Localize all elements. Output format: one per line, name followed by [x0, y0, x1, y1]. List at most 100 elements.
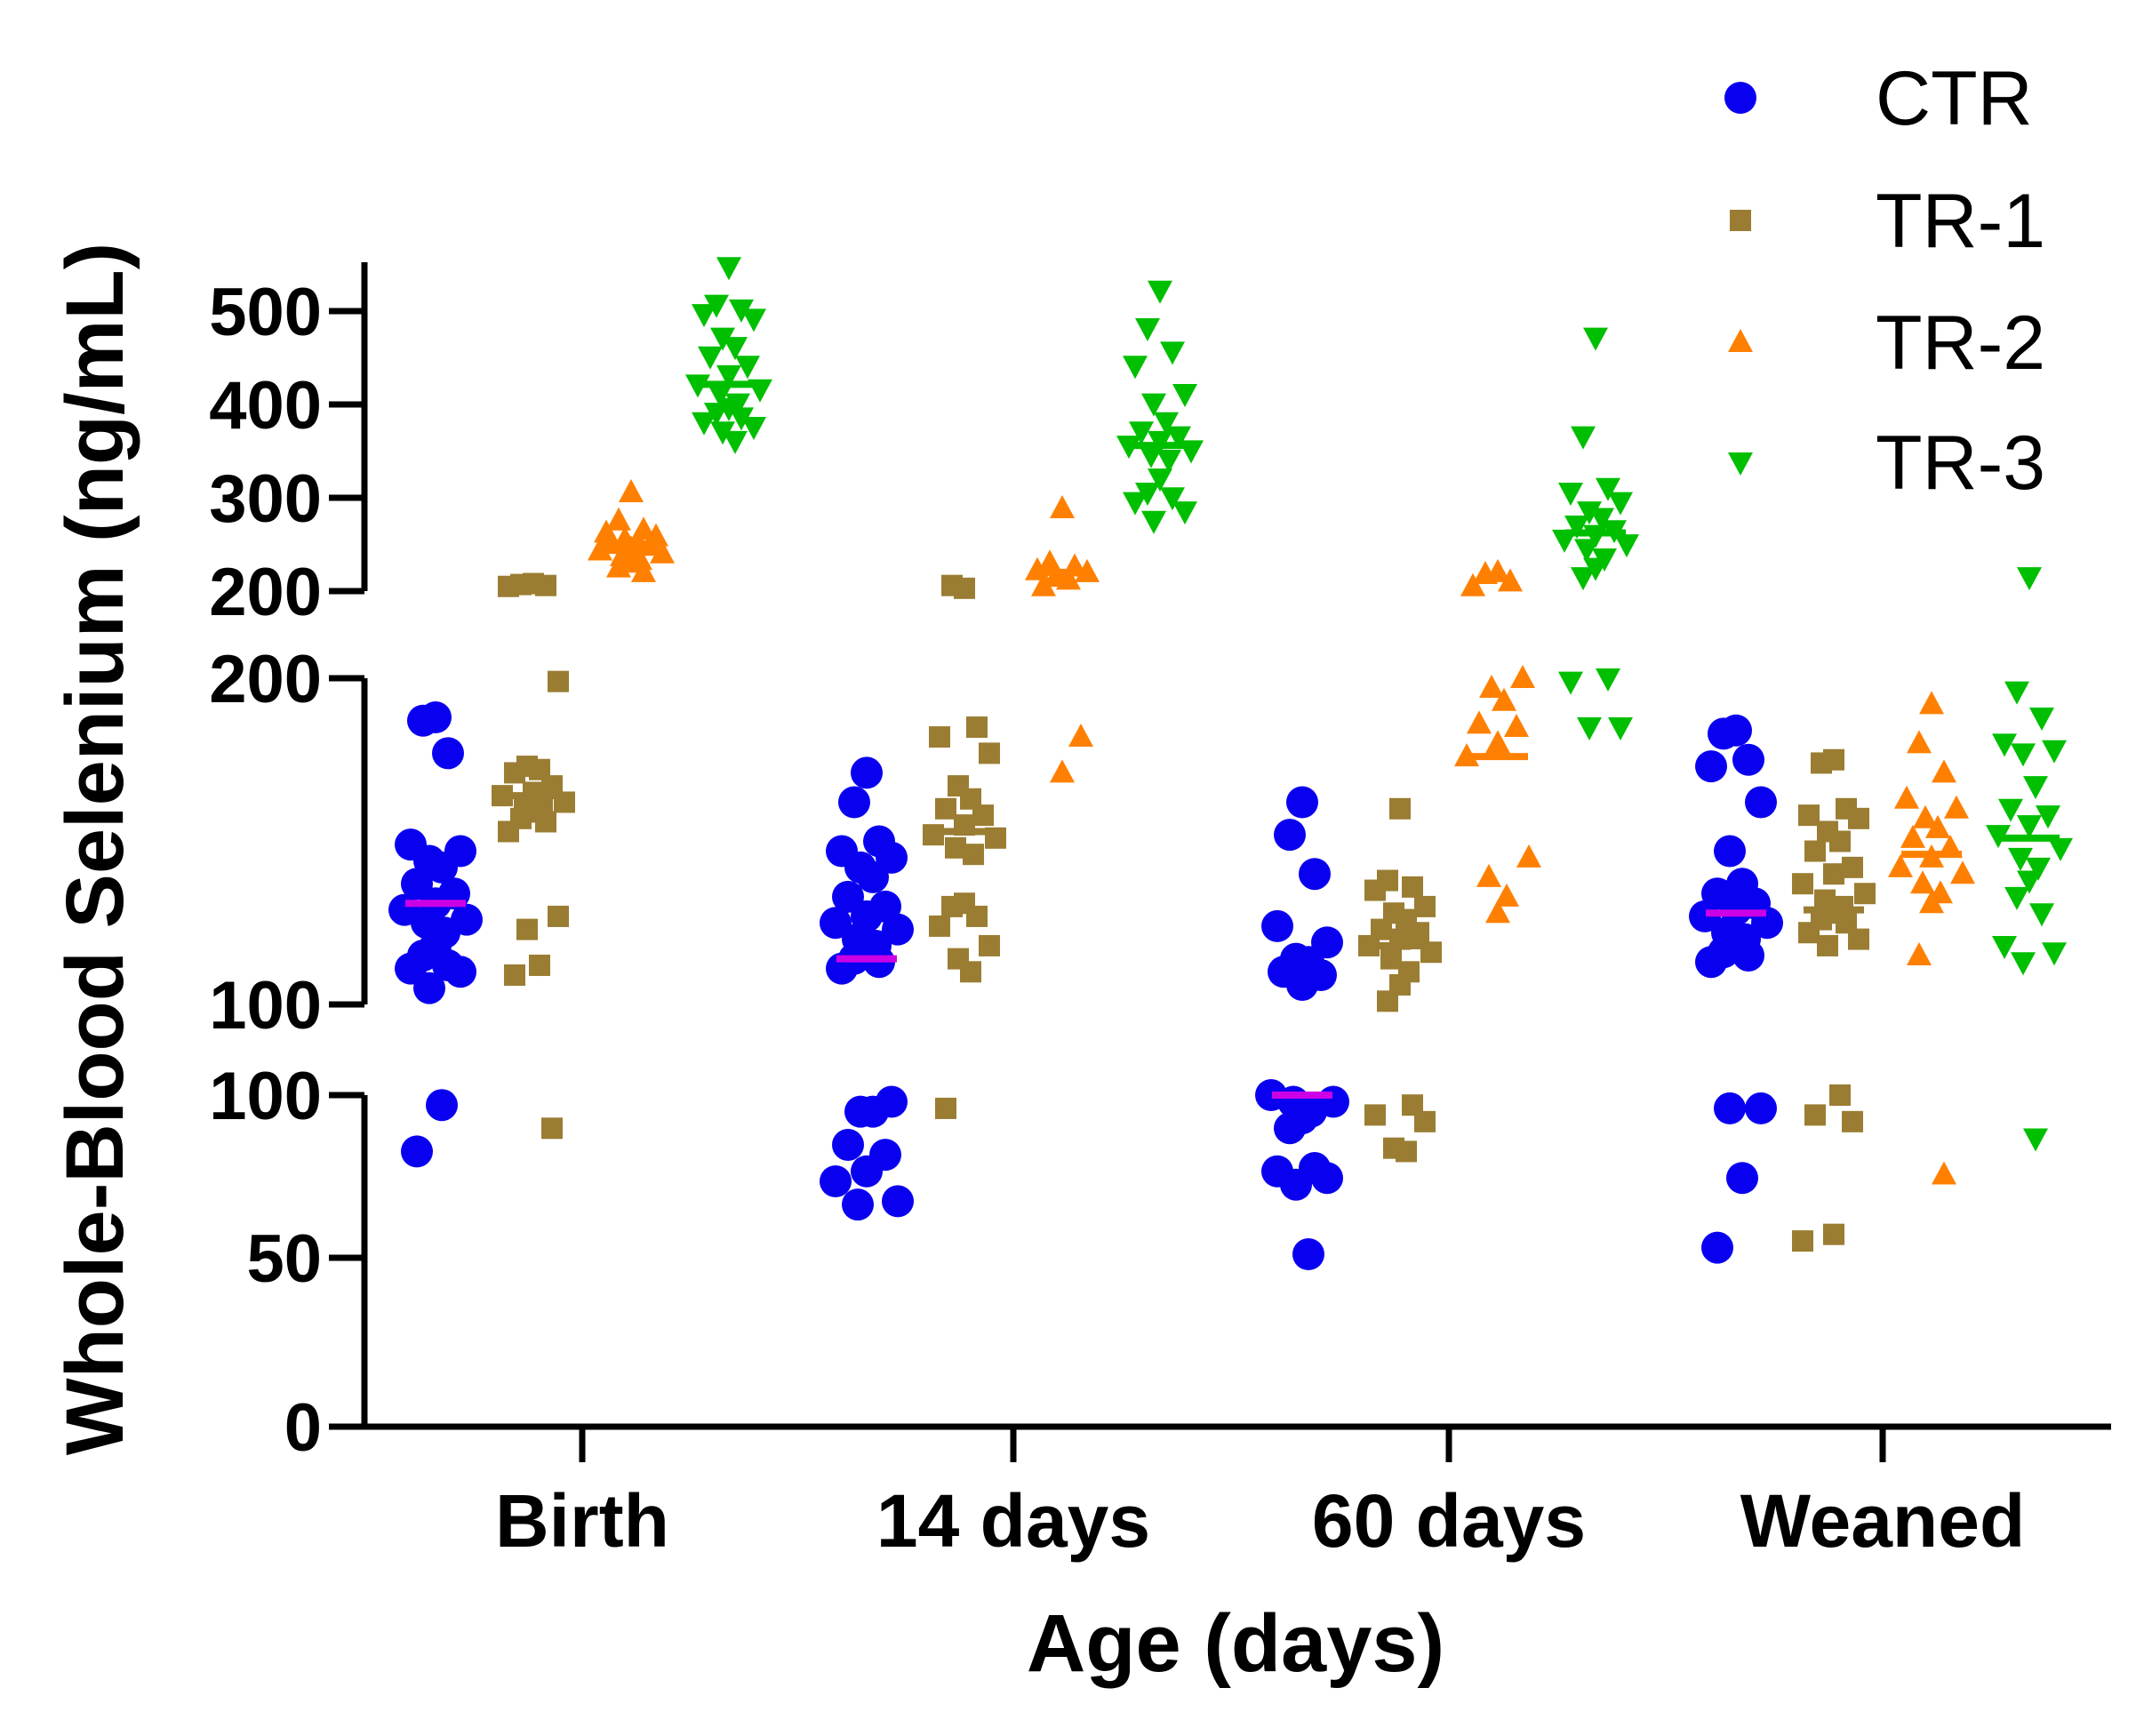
series-ctr [388, 701, 1783, 1271]
data-point [1414, 895, 1436, 917]
data-point [1823, 863, 1844, 885]
x-tick-label: Weaned [1740, 1479, 2026, 1563]
data-point [1811, 752, 1832, 774]
data-point [1141, 510, 1166, 534]
data-point [692, 304, 716, 328]
data-point [1919, 890, 1944, 914]
data-point [1571, 567, 1596, 591]
data-point [935, 1097, 956, 1119]
data-point [619, 479, 644, 502]
data-point [1894, 785, 1919, 809]
data-point [1516, 844, 1541, 868]
data-point [972, 804, 994, 827]
data-point [1848, 928, 1869, 950]
data-point [606, 554, 631, 578]
data-point [979, 742, 1000, 764]
data-point [2029, 903, 2054, 927]
data-point [541, 1117, 563, 1140]
data-point [729, 299, 754, 323]
axes: 0 50 100 100 200 200 300 400 500 Birth 14 days 60 d… [209, 262, 2111, 1563]
data-point [1286, 968, 1318, 1001]
data-point [401, 1135, 433, 1168]
y-tick-label: 300 [209, 461, 322, 537]
data-point [2004, 886, 2029, 910]
data-point [1798, 804, 1820, 827]
data-point [2042, 740, 2067, 764]
data-point [1829, 1084, 1851, 1106]
data-point [1900, 824, 1925, 848]
data-point [832, 1128, 864, 1161]
data-point [444, 956, 476, 988]
data-point [1473, 560, 1498, 584]
data-point [1792, 873, 1813, 895]
data-point [407, 704, 439, 737]
data-point [1614, 534, 1639, 558]
data-point [1123, 356, 1148, 380]
data-point [1998, 798, 2023, 822]
data-point [1135, 318, 1160, 341]
data-point [704, 403, 729, 427]
data-point [741, 417, 766, 440]
legend-item-tr-3: TR-3 [1728, 420, 2045, 506]
data-point [1292, 1238, 1324, 1271]
data-point [1583, 327, 1608, 351]
data-point [1577, 501, 1602, 525]
data-point [1485, 900, 1510, 924]
data-point [851, 1155, 883, 1188]
x-tick-label: Birth [495, 1479, 669, 1563]
data-point [1728, 452, 1753, 476]
data-point [1172, 501, 1197, 525]
data-point [723, 430, 748, 454]
data-point [504, 964, 525, 986]
data-point [1804, 1104, 1826, 1126]
data-point [704, 294, 729, 318]
data-point [820, 907, 852, 940]
data-point [1454, 743, 1479, 767]
y-axis-title: Whole-Blood Selenium (ng/mL) [50, 243, 140, 1456]
data-point [1823, 1223, 1844, 1245]
data-point [857, 860, 889, 893]
data-point [1714, 1092, 1746, 1124]
data-point [882, 1185, 914, 1218]
data-point [1695, 946, 1727, 979]
data-point [631, 558, 656, 582]
data-point [1804, 840, 1826, 862]
data-point [1932, 759, 1956, 783]
data-point [851, 756, 883, 789]
data-point [1123, 492, 1148, 516]
data-point [1726, 1162, 1758, 1195]
data-point [2023, 1128, 2048, 1152]
data-point [716, 257, 741, 281]
data-point [1510, 665, 1535, 688]
data-point [1571, 426, 1596, 450]
data-point [2008, 847, 2033, 871]
data-point [1476, 863, 1501, 887]
data-point [1311, 1162, 1343, 1195]
legend: CTR TR-1 TR-2 TR-3 [1724, 56, 2045, 506]
data-point [1050, 494, 1075, 518]
y-tick-label: 0 [284, 1390, 322, 1466]
data-point [588, 537, 612, 561]
data-point [650, 540, 675, 564]
data-point [2023, 776, 2048, 800]
y-tick-label: 400 [209, 368, 322, 444]
data-point [1408, 922, 1429, 944]
data-point [963, 844, 984, 866]
data-point [1992, 935, 2017, 959]
data-point [535, 574, 556, 596]
legend-item-tr-2: TR-2 [1728, 300, 2045, 386]
data-point [529, 954, 550, 976]
data-point [1364, 1104, 1386, 1126]
data-point [2011, 952, 2036, 976]
x-tick-label: 14 days [876, 1479, 1150, 1563]
data-point [838, 786, 870, 819]
data-point [548, 670, 569, 692]
data-point [2011, 743, 2036, 767]
data-point [413, 972, 445, 1004]
data-point [1854, 883, 1876, 905]
data-point [1829, 830, 1851, 852]
data-point [498, 820, 519, 843]
data-point [1907, 730, 1932, 754]
data-point [1274, 1112, 1306, 1145]
data-point [1724, 82, 1756, 114]
